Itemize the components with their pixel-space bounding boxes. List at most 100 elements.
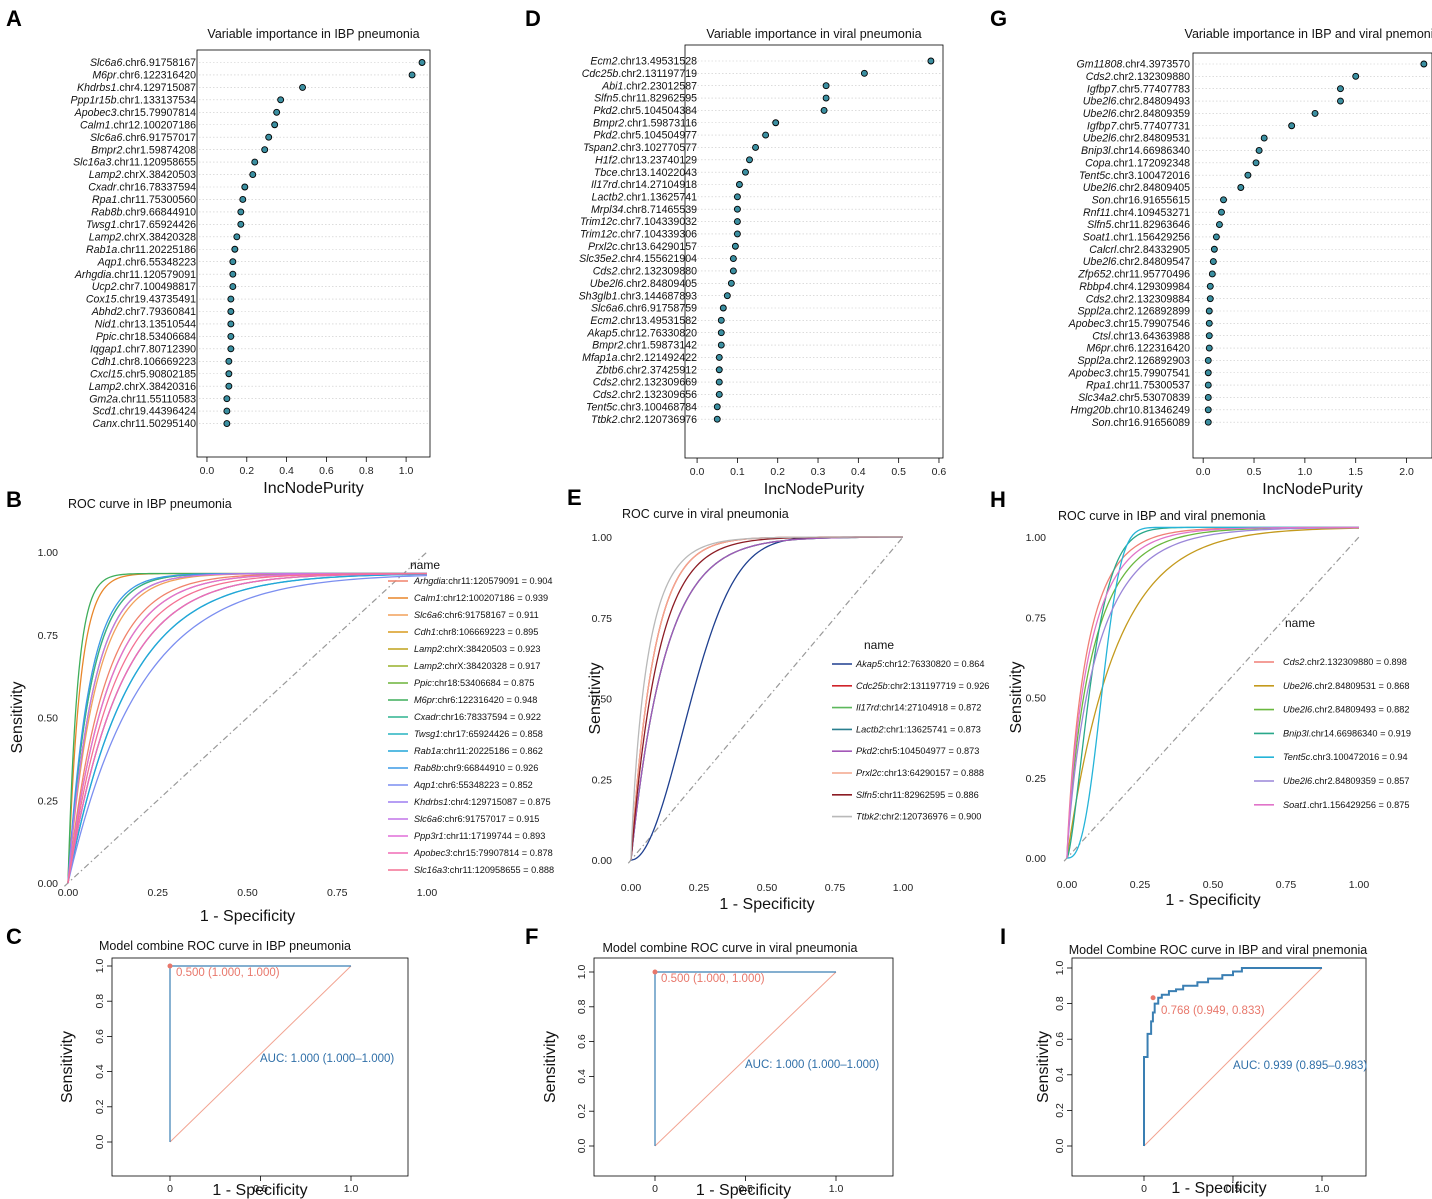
legend-auc: :chr4:129715087 = 0.875 [448, 797, 550, 807]
y-tick-label: 0.2 [1054, 1103, 1066, 1118]
gene-locus: .chr2.84809359 [1116, 108, 1190, 120]
gene-name: H1f2 [595, 154, 617, 166]
importance-point [227, 320, 235, 328]
gene-name: Rpa1 [1086, 380, 1111, 392]
variable-label: Akap5.chr12.76330820 [586, 327, 697, 339]
variable-label: Cds2.chr2.132309884 [1086, 293, 1190, 305]
gene-locus: .chr16.78337594 [116, 182, 196, 194]
y-tick-label: 0.0 [94, 1135, 106, 1150]
legend-gene: Lamp2 [414, 644, 442, 654]
roc-curve [630, 536, 904, 861]
gene-locus: .chr7.79360841 [122, 306, 196, 318]
legend-gene: Rab1a [414, 746, 441, 756]
legend-auc: .chr14.66986340 = 0.919 [1309, 728, 1411, 738]
legend-gene: Ttbk2 [856, 812, 879, 822]
legend-title: name [410, 558, 440, 572]
x-tick-label: 0.00 [1057, 879, 1078, 891]
gene-locus: .chr8.106669223 [116, 356, 196, 368]
importance-point [1337, 97, 1344, 105]
roc-curve [67, 573, 428, 884]
legend-label: Akap5:chr12:76330820 = 0.864 [855, 659, 985, 669]
legend-gene: Ube2l6 [1283, 776, 1313, 786]
y-tick-label: 1.00 [592, 532, 613, 544]
legend-gene: Lamp2 [414, 661, 442, 671]
variable-label: Zbtb6.chr2.37425912 [595, 364, 697, 376]
gene-name: Slc6a6 [90, 132, 122, 144]
importance-point [227, 345, 235, 353]
importance-point [733, 230, 741, 238]
variable-label: Il17rd.chr14.27104918 [591, 179, 697, 191]
variable-label: Tent5c.chr3.100468784 [586, 401, 697, 413]
legend-label: Ube2l6.chr2.84809359 = 0.857 [1283, 776, 1409, 786]
varimp-panel-g: Variable importance in IBP and viral pne… [1068, 27, 1432, 498]
importance-point [1205, 332, 1213, 340]
legend-label: Ttbk2:chr2:120736976 = 0.900 [856, 812, 981, 822]
x-tick-label: 0.50 [757, 882, 778, 894]
legend-gene: Cxadr [414, 712, 439, 722]
roc-curve [67, 573, 428, 884]
gene-name: Slfn5 [594, 93, 618, 105]
variable-label: Ube2l6.chr2.84809359 [1083, 108, 1190, 120]
importance-point [715, 378, 723, 386]
importance-point [1420, 60, 1428, 68]
chart-title: Variable importance in viral pneumonia [706, 27, 921, 41]
gene-locus: .chr6.91757017 [122, 132, 196, 144]
gene-name: Cds2 [593, 389, 618, 401]
legend-gene: Ppic [414, 678, 432, 688]
gene-locus: .chr13.23740129 [617, 154, 697, 166]
auc-label: AUC: 1.000 (1.000–1.000) [745, 1059, 879, 1071]
gene-locus: .chr13.64363988 [1110, 330, 1190, 342]
importance-point [239, 195, 247, 203]
x-tick-label: 0.0 [1196, 466, 1211, 478]
legend-label: Slfn5:chr11:82962595 = 0.886 [856, 790, 979, 800]
gene-name: Igfbp7 [1087, 83, 1118, 95]
importance-point [723, 292, 731, 300]
varimp-panel-d: Variable importance in viral pneumonia Ec… [579, 27, 947, 498]
importance-point [727, 279, 735, 287]
roc-curve [67, 572, 428, 884]
gene-locus: .chr12.76330820 [617, 327, 697, 339]
y-tick-label: 0.2 [94, 1099, 106, 1114]
gene-locus: .chr11.82962595 [618, 93, 697, 105]
legend-gene: Akap5 [855, 659, 883, 669]
best-threshold-point [1150, 995, 1156, 1001]
gene-locus: .chr11.120579091 [111, 269, 196, 281]
variable-label: Bmpr2.chr1.59873116 [593, 117, 697, 129]
legend-label: Soat1.chr1.156429256 = 0.875 [1283, 800, 1409, 810]
roc-curve [67, 573, 428, 884]
importance-point [717, 341, 725, 349]
variable-label: Aqp1.chr6.55348223 [97, 256, 196, 268]
chart-title: Variable importance in IBP pneumonia [207, 27, 419, 41]
x-tick-label: 0.8 [359, 465, 374, 477]
gene-name: Il17rd [591, 179, 619, 191]
legend-label: Tent5c.chr3.100472016 = 0.94 [1283, 752, 1408, 762]
legend-auc: :chr2:120736976 = 0.900 [879, 812, 981, 822]
gene-locus: .chr3.100472016 [1110, 170, 1190, 182]
legend-gene: Slc6a6 [414, 610, 443, 620]
variable-label: Tent5c.chr3.100472016 [1079, 170, 1190, 182]
x-tick-label: 0.5 [891, 466, 906, 478]
legend-label: Bnip3l.chr14.66986340 = 0.919 [1283, 728, 1411, 738]
y-tick-label: 0.6 [576, 1034, 588, 1049]
x-axis-label: 1 - Specificity [212, 1182, 307, 1199]
gene-locus: .chr11.55110583 [118, 393, 196, 405]
gene-name: Rab1a [86, 244, 117, 256]
gene-locus: .chr19.43735491 [116, 294, 196, 306]
variable-label: Cds2.chr2.132309656 [593, 389, 697, 401]
importance-point [1208, 270, 1216, 278]
gene-locus: .chr5.90802185 [122, 368, 196, 380]
legend-label: Ppic:chr18:53406684 = 0.875 [414, 678, 534, 688]
variable-label: H1f2.chr13.23740129 [595, 154, 697, 166]
gene-name: Ube2l6 [1083, 133, 1117, 145]
legend-auc: .chr2.84809531 = 0.868 [1312, 681, 1409, 691]
x-axis-label: IncNodePurity [1262, 481, 1363, 498]
gene-name: Gm11808 [1077, 59, 1123, 71]
importance-point [231, 245, 239, 253]
x-tick-label: 1.00 [417, 887, 438, 899]
chance-diagonal [654, 971, 837, 1147]
y-tick-label: 0.6 [1054, 1032, 1066, 1047]
variable-label: Prxl2c.chr13.64290157 [588, 241, 697, 253]
variable-label: Cds2.chr2.132309880 [593, 266, 697, 278]
importance-point [1337, 85, 1344, 93]
gene-locus: .chr11.50295140 [117, 418, 196, 430]
